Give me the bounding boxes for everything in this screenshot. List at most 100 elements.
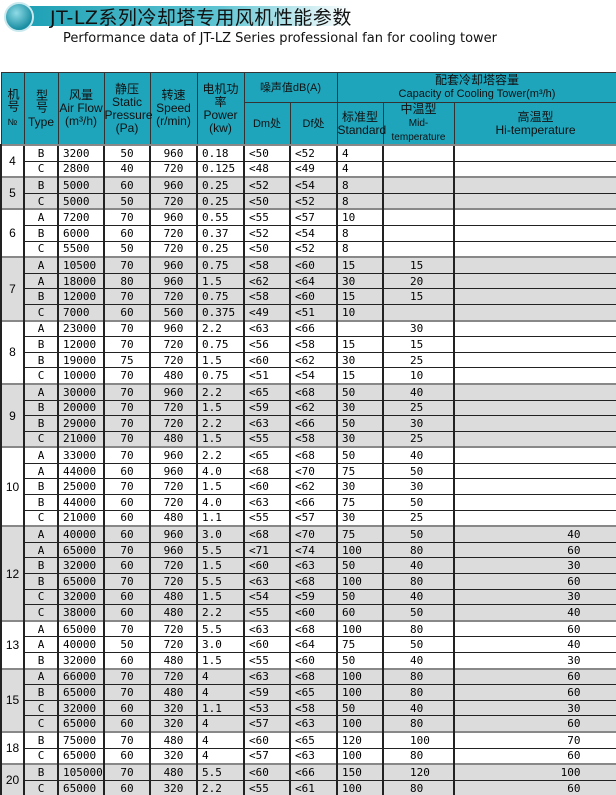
cell-capacity-standard: 50 [336,557,384,574]
cell-noise-df: <57 [289,509,338,527]
cell-capacity-mid: 25 [382,509,455,527]
cell-noise-df: <68 [289,446,338,464]
cell-capacity-standard: 10 [336,208,384,226]
cell-capacity-mid: 30 [382,319,455,337]
cell-capacity-mid: 40 [382,446,455,464]
cell-static-pressure: 70 [103,256,151,274]
cell-noise-dm: <55 [243,430,291,448]
cell-capacity-hi: 70 [453,730,616,749]
cell-noise-df: <68 [289,573,338,590]
cell-capacity-mid: 80 [382,684,455,701]
cell-type: B [23,494,59,511]
cell-capacity-hi: 60 [453,779,616,795]
cell-noise-dm: <60 [243,557,291,574]
table-row: B 6000 60 720 0.37 <52 <54 8 [1,224,616,242]
cell-static-pressure: 70 [103,684,151,701]
cell-power: 0.375 [196,303,245,321]
cell-noise-dm: <57 [243,715,291,732]
cell-capacity-hi [453,336,616,353]
cell-capacity-hi: 30 [453,699,616,716]
cell-power: 4 [196,730,245,749]
header-mid-temperature: 中温型 Mid-temperature [382,102,455,146]
cell-noise-df: <62 [289,478,338,495]
cell-capacity-hi: 60 [453,573,616,590]
cell-type: A [23,525,59,543]
cell-capacity-standard: 4 [336,143,384,162]
cell-power: 4.0 [196,462,245,479]
cell-speed: 320 [149,699,198,716]
cell-capacity-mid [382,224,455,242]
cell-noise-df: <54 [289,224,338,242]
cell-noise-df: <66 [289,763,338,781]
table-row: 7 A 10500 70 960 0.75 <58 <60 15 15 [0,256,616,321]
cell-capacity-standard: 100 [336,619,384,637]
header-df: Df处 [289,102,338,146]
cell-capacity-standard: 30 [336,509,384,527]
cell-air-flow: 75000 [57,730,105,749]
cell-noise-dm: <55 [243,779,291,795]
cell-type: B [23,684,59,701]
cell-capacity-standard: 50 [336,415,384,432]
cell-type: B [23,763,59,781]
cell-capacity-standard: 100 [336,667,384,685]
cell-speed: 720 [149,288,198,305]
cell-air-flow: 32000 [57,651,105,669]
cell-machine-no: 18 [0,730,25,765]
table-row: C 2800 40 720 0.125 <48 <49 4 [1,160,616,178]
cell-capacity-standard: 100 [336,747,384,765]
banner-bar [20,6,350,26]
cell-capacity-standard: 75 [336,462,384,479]
cell-noise-df: <59 [289,588,338,605]
cell-power: 4 [196,684,245,701]
cell-air-flow: 65000 [57,747,105,765]
cell-speed: 720 [149,557,198,574]
cell-noise-df: <70 [289,525,338,543]
cell-air-flow: 44000 [57,462,105,479]
cell-type: C [23,430,59,448]
header-noise: 噪声值dB(A) [243,72,338,103]
cell-capacity-mid: 50 [382,636,455,653]
cell-noise-dm: <49 [243,303,291,321]
cell-noise-df: <70 [289,462,338,479]
cell-capacity-hi: 60 [453,667,616,685]
cell-speed: 320 [149,779,198,795]
cell-noise-dm: <53 [243,699,291,716]
cell-static-pressure: 60 [103,525,151,543]
cell-power: 0.25 [196,176,245,194]
cell-type: A [23,619,59,637]
cell-noise-df: <66 [289,319,338,337]
cell-noise-df: <60 [289,651,338,669]
cell-capacity-mid: 40 [382,588,455,605]
cell-speed: 720 [149,494,198,511]
cell-air-flow: 66000 [57,667,105,685]
cell-speed: 480 [149,684,198,701]
cell-capacity-hi [453,224,616,242]
table-row: C 5500 50 720 0.25 <50 <52 8 [1,240,616,258]
cell-type: B [23,336,59,353]
table-row: C 65000 60 320 2.2 <55 <61 100 80 60 [1,779,616,795]
cell-noise-dm: <63 [243,573,291,590]
cell-power: 2.2 [196,779,245,795]
cell-air-flow: 6000 [57,224,105,242]
cell-capacity-hi [453,256,616,274]
header-no: 机号 № [0,72,25,146]
cell-speed: 560 [149,303,198,321]
cell-air-flow: 19000 [57,351,105,368]
cell-machine-no: 6 [0,208,25,258]
cell-capacity-hi [453,351,616,368]
cell-noise-df: <52 [289,240,338,258]
cell-power: 1.5 [196,399,245,416]
cell-capacity-hi: 60 [453,619,616,637]
cell-noise-df: <64 [289,636,338,653]
cell-air-flow: 32000 [57,588,105,605]
cell-air-flow: 7200 [57,208,105,226]
cell-speed: 960 [149,208,198,226]
cell-capacity-standard: 50 [336,699,384,716]
cell-power: 1.5 [196,430,245,448]
cell-power: 1.5 [196,478,245,495]
cell-capacity-mid: 10 [382,367,455,384]
cell-capacity-standard: 100 [336,684,384,701]
cell-machine-no: 20 [0,763,25,795]
cell-static-pressure: 70 [103,336,151,353]
cell-type: C [23,509,59,527]
